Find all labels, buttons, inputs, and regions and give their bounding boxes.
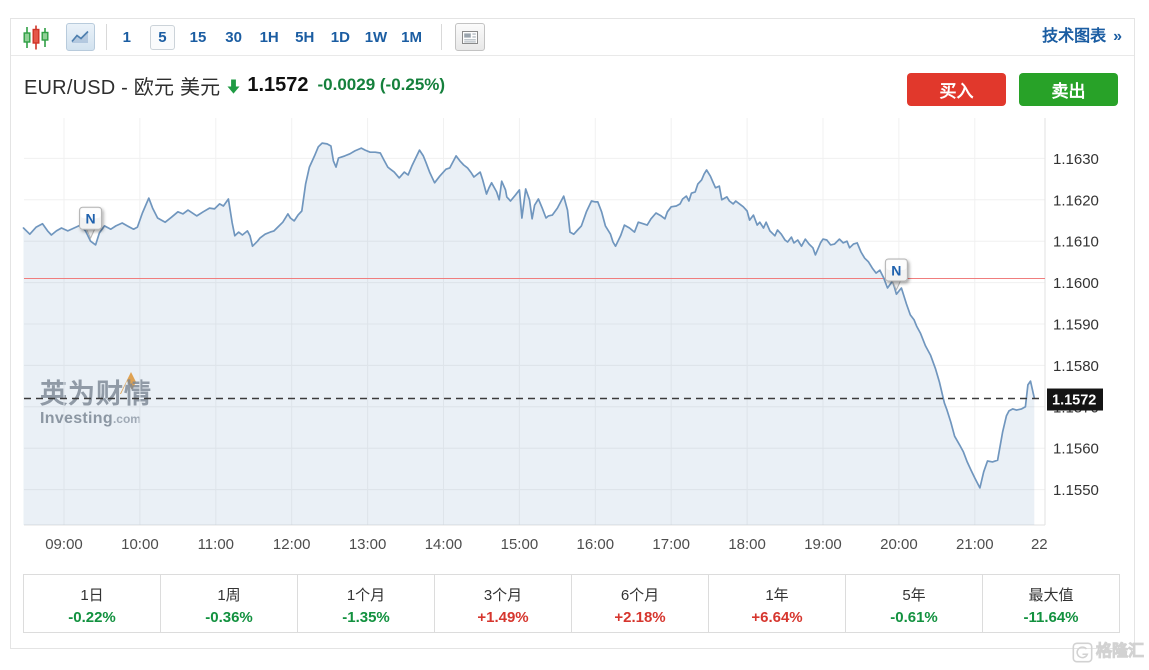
performance-table: 1日 -0.22% 1周 -0.36% 1个月 -1.35% 3个月 +1.49% 6个月 +2.… [23,574,1120,633]
performance-value: -0.61% [890,609,938,626]
performance-period-label: 1日 [80,587,104,604]
performance-cell[interactable]: 最大值 -11.64% [982,575,1119,632]
performance-period-label: 1年 [765,587,789,604]
performance-period-label: 1个月 [346,587,386,604]
svg-text:12:00: 12:00 [273,536,311,553]
performance-period-label: 6个月 [620,587,660,604]
svg-text:13:00: 13:00 [349,536,387,553]
svg-text:14:00: 14:00 [425,536,463,553]
technical-chart-label: 技术图表 [1042,28,1107,45]
performance-period-label: 最大值 [1028,587,1074,604]
performance-value: -0.22% [68,609,116,626]
svg-text:1.1590: 1.1590 [1053,317,1099,334]
timeframe-button-1W[interactable]: 1W [364,28,388,46]
timeframe-button-5[interactable]: 5 [145,24,181,50]
performance-period-label: 1周 [217,587,241,604]
site-watermark: 格隆汇 [1072,641,1144,663]
svg-text:1.1600: 1.1600 [1053,275,1099,292]
svg-text:N: N [86,211,96,227]
svg-text:09:00: 09:00 [45,536,83,553]
news-marker[interactable]: N [884,258,908,292]
performance-cell[interactable]: 6个月 +2.18% [571,575,708,632]
svg-text:19:00: 19:00 [804,536,842,553]
performance-cell[interactable]: 5年 -0.61% [845,575,982,632]
instrument-header: EUR/USD - 欧元 美元 1.1572 -0.0029 (-0.25%) [24,68,445,102]
performance-cell[interactable]: 3个月 +1.49% [434,575,571,632]
performance-cell[interactable]: 1日 -0.22% [24,575,160,632]
quote-chart-widget: 1 5 15 30 1H 5H 1D 1W 1M 技术图表 » EUR/USD - 欧元 美元 [10,18,1135,649]
performance-cell[interactable]: 1个月 -1.35% [297,575,434,632]
svg-text:15:00: 15:00 [501,536,539,553]
svg-text:18:00: 18:00 [728,536,766,553]
line-chart-icon[interactable] [66,23,95,51]
price-area-fill [23,143,1035,525]
svg-text:11:00: 11:00 [198,536,234,553]
y-axis-labels: 1.1630 1.1620 1.1610 1.1600 1.1590 1.1580 1.15… [1053,151,1099,499]
chart-toolbar: 1 5 15 30 1H 5H 1D 1W 1M 技术图表 » [11,19,1134,56]
performance-cell[interactable]: 1周 -0.36% [160,575,297,632]
instrument-title: EUR/USD - 欧元 美元 [24,76,221,99]
investing-watermark-en: Investing.com [40,410,152,428]
toolbar-separator [441,24,442,50]
svg-text:16:00: 16:00 [577,536,615,553]
price-line [22,142,1036,489]
svg-text:1.1630: 1.1630 [1053,151,1099,168]
timeframe-button-1D[interactable]: 1D [330,28,350,46]
arrow-down-icon [227,79,240,94]
performance-period-label: 3个月 [483,587,523,604]
site-watermark-text: 格隆汇 [1096,643,1145,661]
svg-text:22: 22 [1031,536,1048,553]
timeframe-button-1H[interactable]: 1H [259,28,279,46]
price-change: -0.0029 (-0.25%) [317,75,446,94]
sell-button[interactable]: 卖出 [1019,73,1118,106]
performance-cell[interactable]: 1年 +6.64% [708,575,845,632]
toolbar-separator [106,24,107,50]
investing-watermark-cn: 英为财情 [40,372,152,411]
last-price-tag: 1.1572 [1047,388,1103,411]
performance-value: +2.18% [614,609,666,626]
svg-text:1.1560: 1.1560 [1053,441,1099,458]
svg-text:1.1572: 1.1572 [1052,393,1096,409]
performance-value: +1.49% [477,609,529,626]
timeframe-button-1M[interactable]: 1M [401,28,422,46]
svg-text:10:00: 10:00 [121,536,159,553]
svg-text:17:00: 17:00 [652,536,690,553]
svg-text:1.1580: 1.1580 [1053,358,1099,375]
newspaper-glyph [462,30,478,44]
timeframe-button-30[interactable]: 30 [225,28,242,46]
x-axis-labels: 09:00 10:00 11:00 12:00 13:00 14:00 15:00 16:00… [45,536,1047,553]
svg-text:21:00: 21:00 [956,536,994,553]
svg-text:20:00: 20:00 [880,536,918,553]
candlestick-chart-icon[interactable] [23,25,49,50]
site-logo-icon [1072,642,1093,662]
news-marker[interactable]: N [79,206,103,240]
investing-watermark: 英为财情 Investing.com [40,372,152,428]
svg-text:N: N [891,262,901,278]
chart-gridlines [24,118,1046,526]
buy-button[interactable]: 买入 [907,73,1006,106]
timeframe-button-5H[interactable]: 5H [295,28,315,46]
performance-value: -11.64% [1023,609,1079,626]
last-price: 1.1572 [247,73,309,96]
performance-value: +6.64% [751,609,803,626]
line-chart-glyph [71,30,89,43]
timeframe-button-1[interactable]: 1 [122,28,131,46]
svg-text:1.1550: 1.1550 [1053,482,1099,499]
performance-value: -1.35% [342,609,390,626]
svg-text:1.1620: 1.1620 [1053,192,1099,209]
performance-period-label: 5年 [902,587,926,604]
chevron-right-icon: » [1113,28,1122,45]
news-markers-icon[interactable] [455,23,485,51]
svg-text:1.1610: 1.1610 [1053,234,1099,251]
performance-value: -0.36% [205,609,253,626]
timeframe-button-15[interactable]: 15 [189,28,207,46]
technical-chart-link[interactable]: 技术图表 » [1042,19,1122,55]
timeframe-buttons: 1 5 15 30 1H 5H 1D 1W 1M [109,19,429,55]
